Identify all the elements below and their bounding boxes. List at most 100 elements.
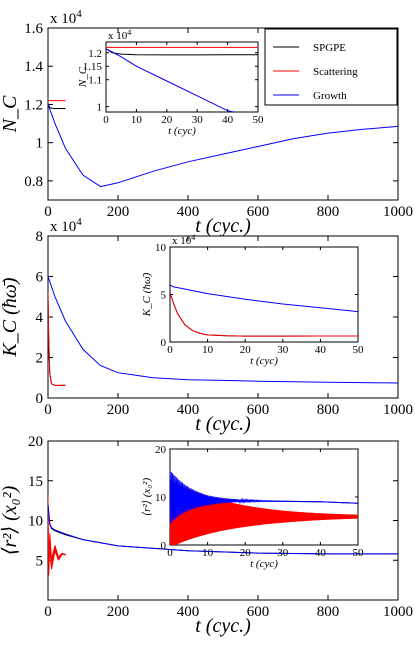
panel2-xlabel: t (cyc.) bbox=[195, 413, 251, 435]
panel1-inset-ytick-label: 1 bbox=[97, 102, 103, 114]
panel3-inset-series-group bbox=[170, 470, 358, 545]
panel3-inset-xtick-label: 30 bbox=[277, 547, 289, 559]
legend: SPGPE Scattering Growth bbox=[264, 28, 398, 106]
panel1-inset-axes: 0 10 20 30 40 50 1 1.1 1.151.2 x 104 t (cyc) N_C bbox=[77, 28, 264, 137]
panel2-xtick-label: 1000 bbox=[383, 402, 413, 418]
panel2-inset-ylabel: K_C (ħω̄) bbox=[141, 272, 153, 317]
panel3-xlabel: t (cyc.) bbox=[195, 615, 251, 637]
panel3-inset-xtick-label: 40 bbox=[315, 547, 327, 559]
panel2-ytick-label: 4 bbox=[36, 310, 44, 326]
panel1-inset-xtick-label: 30 bbox=[192, 114, 204, 126]
panel3-xtick-label: 800 bbox=[317, 604, 340, 620]
panel2-inset-xlabel: t (cyc) bbox=[250, 355, 278, 367]
panel2-inset-ytick-label: 0 bbox=[161, 337, 167, 349]
panel3-xtick-label: 0 bbox=[44, 604, 52, 620]
panel3-series-scattering bbox=[48, 495, 66, 576]
panel3-inset-ytick-label: 0 bbox=[161, 540, 167, 552]
panel1-xtick-label: 400 bbox=[177, 204, 200, 220]
panel3-xtick-label: 200 bbox=[107, 604, 130, 620]
panel1-series-group bbox=[48, 100, 398, 188]
panel1-inset-xtick-label: 20 bbox=[161, 114, 173, 126]
panel2-xtick-label: 800 bbox=[317, 402, 340, 418]
panel2-y-multiplier: x 104 bbox=[50, 216, 82, 235]
panel2-inset-series-growth bbox=[170, 284, 358, 313]
panel3-series-growth bbox=[48, 504, 398, 555]
panel2-inset-xtick-label: 30 bbox=[277, 344, 289, 356]
panel2-inset-series-scattering bbox=[170, 292, 358, 337]
panel3-ylabel: ⟨r²⟩ (x₀²) bbox=[0, 485, 21, 555]
legend-box bbox=[264, 28, 398, 106]
panel2-inset-xtick-label: 0 bbox=[167, 344, 173, 356]
panel3-ytick-label: 15 bbox=[28, 474, 43, 490]
panel2-series-group bbox=[48, 276, 398, 386]
panel2-inset-xtick-label: 50 bbox=[353, 344, 365, 356]
panel2-ytick-label: 0 bbox=[36, 391, 44, 407]
panel1-ytick-label: 1.4 bbox=[24, 59, 43, 75]
panel1-ytick-label: 1.6 bbox=[24, 21, 43, 37]
panel1-inset-xtick-label: 50 bbox=[253, 114, 265, 126]
panel1-inset-xtick-label: 40 bbox=[222, 114, 234, 126]
panel2-xtick-label: 200 bbox=[107, 402, 130, 418]
panel2-inset-ytick-label: 10 bbox=[155, 242, 167, 254]
panel3-series-group bbox=[48, 495, 398, 576]
panel1-inset-xtick-label: 10 bbox=[131, 114, 143, 126]
panel2-xtick-label: 0 bbox=[44, 402, 52, 418]
panel2-inset-xtick-label: 10 bbox=[202, 344, 214, 356]
panel3-inset-xtick-label: 10 bbox=[202, 547, 214, 559]
panel1-y-multiplier: x 104 bbox=[50, 8, 82, 27]
panel2-ylabel: K_C (ħω̄) bbox=[0, 277, 21, 357]
panel1-xtick-label: 1000 bbox=[383, 204, 413, 220]
panel1-xtick-label: 0 bbox=[44, 204, 52, 220]
panel1-inset-ytick-label: 1.1 bbox=[88, 75, 102, 87]
panel2-xtick-label: 400 bbox=[177, 402, 200, 418]
panel1-inset-series-growth bbox=[106, 48, 234, 112]
panel3-ytick-label: 10 bbox=[28, 514, 43, 530]
panel1-ytick-label: 1.2 bbox=[24, 97, 43, 113]
panel1-series-growth bbox=[48, 104, 398, 188]
panel1-xtick-label: 200 bbox=[107, 204, 130, 220]
panel2-inset-frame bbox=[169, 246, 359, 343]
panel1-xlabel: t (cyc.) bbox=[195, 215, 251, 237]
panel3-inset-ytick-label: 20 bbox=[155, 444, 167, 456]
panel2-ytick-label: 2 bbox=[36, 351, 44, 367]
panel1-ytick-label: 1 bbox=[36, 136, 44, 152]
panel2-ytick-label: 6 bbox=[36, 270, 44, 286]
panel2-inset-xtick-label: 20 bbox=[240, 344, 252, 356]
legend-label-growth: Growth bbox=[313, 90, 347, 102]
panel1-inset-y-multiplier: x 104 bbox=[108, 28, 131, 42]
panel3-ytick-label: 5 bbox=[36, 553, 44, 569]
panel1-inset-ytick-label: 1.2 bbox=[88, 48, 102, 60]
panel1-ylabel: N_C bbox=[0, 95, 21, 133]
panel3-inset-xtick-label: 0 bbox=[167, 547, 173, 559]
panel2-series-scattering bbox=[48, 292, 66, 386]
legend-label-spgpe: SPGPE bbox=[313, 42, 346, 54]
panel1-xtick-label: 800 bbox=[317, 204, 340, 220]
panel3-inset-ytick-label: 10 bbox=[155, 492, 167, 504]
panel2-ytick-label: 8 bbox=[36, 229, 44, 245]
panel1-inset-ylabel: N_C bbox=[77, 66, 89, 88]
panel2-xtick-label: 600 bbox=[247, 402, 270, 418]
panel3-ytick-label: 20 bbox=[28, 434, 43, 450]
panel1-inset-xtick-label: 0 bbox=[103, 114, 109, 126]
panel3-xtick-label: 400 bbox=[177, 604, 200, 620]
panel2-inset-axes: 0 10 20 30 40 50 0 5 10 x 104 t (cyc) K_C (ħω̄) bbox=[141, 233, 364, 367]
panel1-series-spgpe bbox=[48, 104, 66, 110]
panel2-inset-series-group bbox=[170, 284, 358, 337]
panel3-inset-ylabel: ⟨r²⟩ (x₀²) bbox=[141, 478, 153, 517]
legend-label-scattering: Scattering bbox=[313, 66, 358, 78]
panel1-inset-frame bbox=[105, 41, 259, 113]
panel3-inset-series-growth bbox=[170, 470, 358, 524]
panel2-inset-xtick-label: 40 bbox=[315, 344, 327, 356]
panel2-inset-y-multiplier: x 104 bbox=[172, 233, 195, 247]
panel3-xtick-label: 1000 bbox=[383, 604, 413, 620]
panel3-inset-xtick-label: 20 bbox=[240, 547, 252, 559]
panel3-inset-series-scattering bbox=[170, 480, 358, 545]
panel1-inset-ytick-label: 1.15 bbox=[83, 61, 103, 73]
panel1-inset-xlabel: t (cyc) bbox=[168, 125, 196, 137]
panel3-inset-xlabel: t (cyc) bbox=[250, 558, 278, 570]
panel3-inset-xtick-label: 50 bbox=[353, 547, 365, 559]
panel1-ytick-label: 0.8 bbox=[24, 174, 43, 190]
panel1-inset-series-group bbox=[106, 46, 258, 112]
panel3-xtick-label: 600 bbox=[247, 604, 270, 620]
